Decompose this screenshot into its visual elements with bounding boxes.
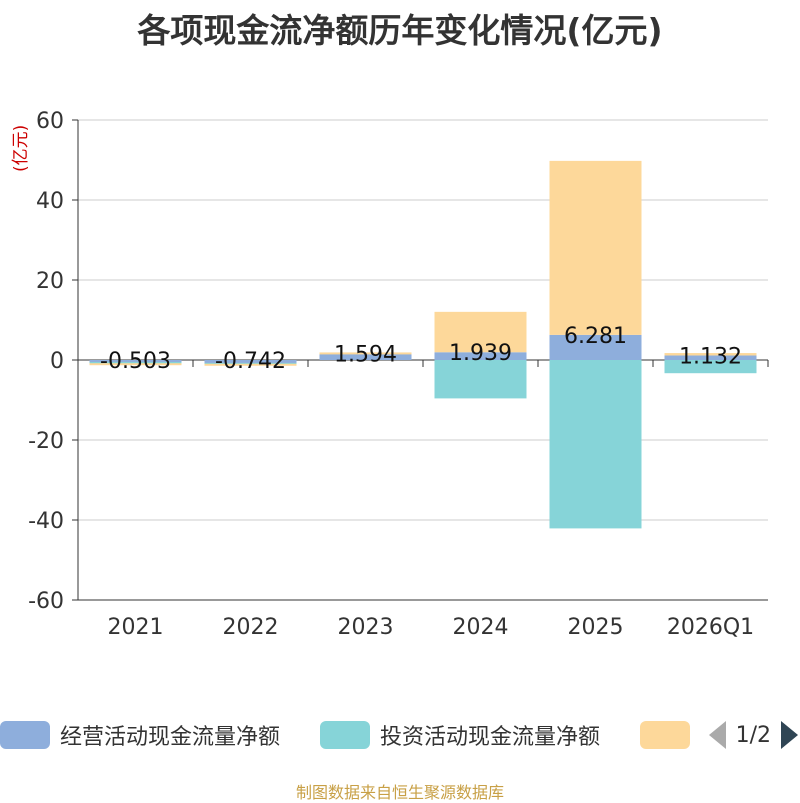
bar-segment (549, 360, 642, 529)
bar-segment (664, 353, 757, 356)
bar-segment (664, 360, 757, 374)
data-label: 6.281 (564, 324, 627, 349)
data-label: 1.939 (449, 341, 512, 366)
bar-segment (549, 334, 642, 360)
cashflow-bar-chart: 60 40 20 0 -20 -40 -60 2021 2022 2023 2024 2025 2026… (28, 109, 769, 640)
bar-segment (434, 311, 527, 353)
bar-segment (89, 360, 182, 363)
legend-item-investing[interactable]: 投资活动现金流量净额 (320, 718, 600, 752)
axes: 60 40 20 0 -20 -40 -60 2021 2022 2023 2024 2025 2026… (28, 109, 769, 640)
x-tick-label: 2022 (223, 615, 279, 640)
x-tick-label: 2025 (568, 615, 624, 640)
legend-item-financing[interactable] (640, 718, 700, 752)
x-tick-label: 2024 (453, 615, 509, 640)
y-tick-label: -60 (28, 589, 64, 614)
bar-segment (204, 360, 297, 363)
legend-label-operating: 经营活动现金流量净额 (60, 725, 281, 750)
bar-segment (664, 355, 757, 360)
legend-item-operating[interactable]: 经营活动现金流量净额 (0, 718, 280, 752)
bar-segment (204, 363, 297, 366)
x-tick-label: 2026Q1 (667, 615, 754, 640)
bar-segment (434, 360, 527, 399)
bar-segment (319, 352, 412, 355)
data-label: -0.503 (100, 349, 171, 374)
legend-swatch-investing (320, 721, 370, 749)
legend-pager: 1/2 (708, 718, 798, 752)
legend-page-indicator: 1/2 (735, 722, 771, 748)
y-tick-label: 60 (36, 109, 64, 134)
chart-title: 各项现金流净额历年变化情况(亿元) (137, 11, 663, 50)
legend-prev-page-icon[interactable] (708, 721, 726, 749)
legend: 经营活动现金流量净额 投资活动现金流量净额 (0, 718, 800, 752)
data-label: 1.594 (334, 343, 397, 368)
y-tick-label: 20 (36, 269, 64, 294)
x-tick-label: 2023 (338, 615, 394, 640)
bar-group (89, 160, 757, 529)
bar-segment (89, 363, 182, 366)
bar-segment (319, 353, 412, 360)
legend-swatch-financing (640, 721, 690, 749)
source-note: 制图数据来自恒生聚源数据库 (295, 783, 504, 802)
y-tick-label: 40 (36, 189, 64, 214)
bar-segment (549, 160, 642, 335)
y-tick-label: 0 (50, 349, 64, 374)
legend-label-investing: 投资活动现金流量净额 (380, 725, 601, 750)
x-tick-label: 2021 (108, 615, 164, 640)
legend-swatch-operating (0, 721, 50, 749)
data-label: -0.742 (215, 349, 286, 374)
data-label: 1.132 (679, 344, 742, 369)
bar-segment (434, 352, 527, 360)
data-labels: -0.503 -0.742 1.594 1.939 6.281 1.132 (100, 324, 742, 374)
legend-next-page-icon[interactable] (781, 721, 798, 749)
y-tick-label: -40 (28, 509, 64, 534)
y-tick-label: -20 (28, 429, 64, 454)
bar-segment (89, 362, 182, 365)
